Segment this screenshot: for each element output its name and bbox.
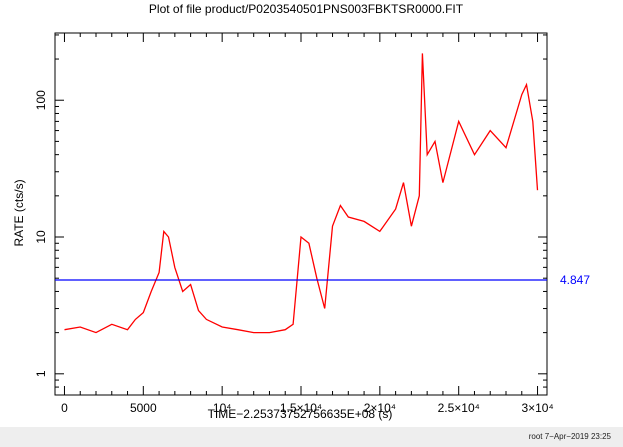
x-tick-labels: 0 5000 10⁴ 1.5×10⁴ 2×10⁴ 2.5×10⁴ 3×10⁴: [61, 401, 554, 415]
x-tick-label: 5000: [130, 401, 157, 415]
x-tick-label: 2×10⁴: [364, 401, 396, 415]
plot-frame: [54, 32, 548, 396]
x-tick-label: 0: [61, 401, 68, 415]
footer-timestamp: root 7−Apr−2019 23:25: [528, 432, 611, 441]
x-tick-label: 1.5×10⁴: [280, 401, 322, 415]
light-curve-chart: Plot of file product/P0203540501PNS003FB…: [12, 2, 590, 421]
chart-title: Plot of file product/P0203540501PNS003FB…: [149, 2, 464, 16]
reference-line-label: 4.847: [560, 273, 590, 287]
y-tick-label: 10: [34, 230, 48, 244]
x-tick-label: 3×10⁴: [521, 401, 553, 415]
axis-ticks: [55, 33, 547, 395]
x-axis-label: TIME−2.25373752756635E+08 (s): [208, 407, 393, 421]
y-axis-label: RATE (cts/s): [12, 179, 26, 246]
footer-bar: root 7−Apr−2019 23:25: [0, 427, 623, 447]
x-tick-label: 2.5×10⁴: [438, 401, 480, 415]
x-tick-label: 10⁴: [213, 401, 232, 415]
y-tick-labels: 1 10 100: [34, 90, 48, 377]
y-tick-label: 1: [34, 370, 48, 377]
y-tick-label: 100: [34, 90, 48, 110]
series-layer: [55, 53, 547, 334]
rate-series-line: [64, 53, 539, 334]
